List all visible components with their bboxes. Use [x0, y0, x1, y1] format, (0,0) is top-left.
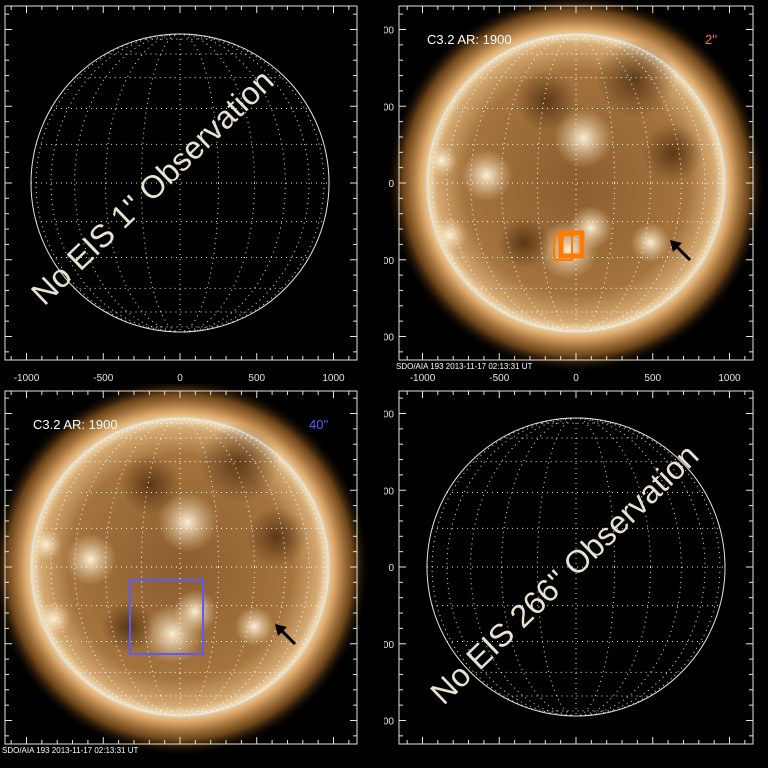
- solar-limb: [426, 33, 726, 333]
- y-tick-label: 1000: [372, 26, 395, 37]
- x-tick-label: -500: [93, 373, 113, 384]
- x-tick-label: 0: [573, 373, 579, 384]
- active-region-brightening: [460, 149, 513, 202]
- solar-limb: [426, 417, 726, 717]
- active-region-brightening: [157, 492, 218, 553]
- flare-label: C3.2 AR: 1900: [427, 32, 512, 47]
- active-region-brightening: [425, 144, 458, 177]
- y-tick-label: 0: [388, 563, 394, 574]
- y-tick-label: 1000: [372, 410, 395, 421]
- solar-limb: [30, 417, 330, 717]
- x-tick-label: 500: [248, 373, 265, 384]
- instrument-caption: SDO/AIA 193 2013-11-17 02:13:31 UT: [2, 746, 138, 755]
- y-tick-label: -1000: [368, 717, 394, 728]
- active-region-brightening: [234, 606, 275, 647]
- fov-label: 2'': [705, 32, 717, 47]
- x-tick-label: -1000: [410, 373, 436, 384]
- coronal-hole-dark-region: [595, 38, 676, 119]
- y-tick-label: -500: [374, 640, 394, 651]
- fov-label: 40'': [309, 417, 328, 432]
- x-tick-label: -1000: [14, 373, 40, 384]
- panel-bottom-right: -1000 -500 0 500 1000 No EIS 266'' Observatio…: [368, 390, 754, 745]
- coronal-hole-dark-region: [101, 600, 154, 653]
- coronal-hole-dark-region: [199, 422, 280, 503]
- arrow-head-icon: [275, 624, 287, 636]
- active-region-brightening: [64, 533, 117, 586]
- arrow-head-icon: [670, 240, 682, 252]
- active-region-brightening: [630, 222, 671, 263]
- active-region-brightening: [568, 205, 613, 250]
- coronal-hole-dark-region: [642, 123, 703, 184]
- x-tick-label: 1000: [718, 373, 741, 384]
- eis-fov-box: [558, 230, 585, 259]
- y-tick-label: 500: [377, 102, 394, 113]
- y-tick-label: -1000: [368, 333, 394, 344]
- longitude-gridline: [431, 33, 721, 333]
- flare-label: C3.2 AR: 1900: [33, 417, 118, 432]
- solar-limb: [30, 33, 330, 333]
- longitude-gridline: [74, 417, 286, 717]
- longitude-gridline: [470, 417, 682, 717]
- y-tick-label: 500: [377, 486, 394, 497]
- instrument-caption: SDO/AIA 193 2013-11-17 02:13:31 UT: [396, 362, 532, 371]
- coronal-hole-dark-region: [246, 507, 307, 568]
- no-observation-watermark: No EIS 266'' Observation: [423, 437, 705, 711]
- active-region-brightening: [29, 528, 62, 561]
- active-region-brightening: [172, 589, 217, 634]
- longitude-gridline: [74, 33, 286, 333]
- panel-top-left: -1000-1000-500-5000050050010001000No EIS…: [0, 5, 358, 384]
- x-tick-label: 1000: [322, 373, 345, 384]
- coronal-hole-dark-region: [120, 455, 181, 516]
- longitude-gridline: [431, 417, 721, 717]
- x-tick-label: -500: [489, 373, 509, 384]
- y-tick-label: -500: [374, 256, 394, 267]
- no-observation-watermark: No EIS 1'' Observation: [24, 62, 280, 311]
- active-region-brightening: [553, 108, 614, 169]
- eis-fov-box: [129, 579, 204, 655]
- coronal-hole-dark-region: [497, 216, 550, 269]
- x-tick-label: 0: [177, 373, 183, 384]
- panel-bottom-left: -1000-50005001000C3.2 AR: 190040''SDO/AI…: [0, 384, 370, 757]
- y-tick-label: 0: [388, 179, 394, 190]
- longitude-gridline: [35, 417, 325, 717]
- panel-top-right: -1000 -1000 -500 -500 0 0 500 500 1000 1000 C3.2 A…: [368, 0, 766, 384]
- longitude-gridline: [35, 33, 325, 333]
- x-tick-label: 500: [644, 373, 661, 384]
- longitude-gridline: [470, 33, 682, 333]
- coronal-hole-dark-region: [516, 71, 577, 132]
